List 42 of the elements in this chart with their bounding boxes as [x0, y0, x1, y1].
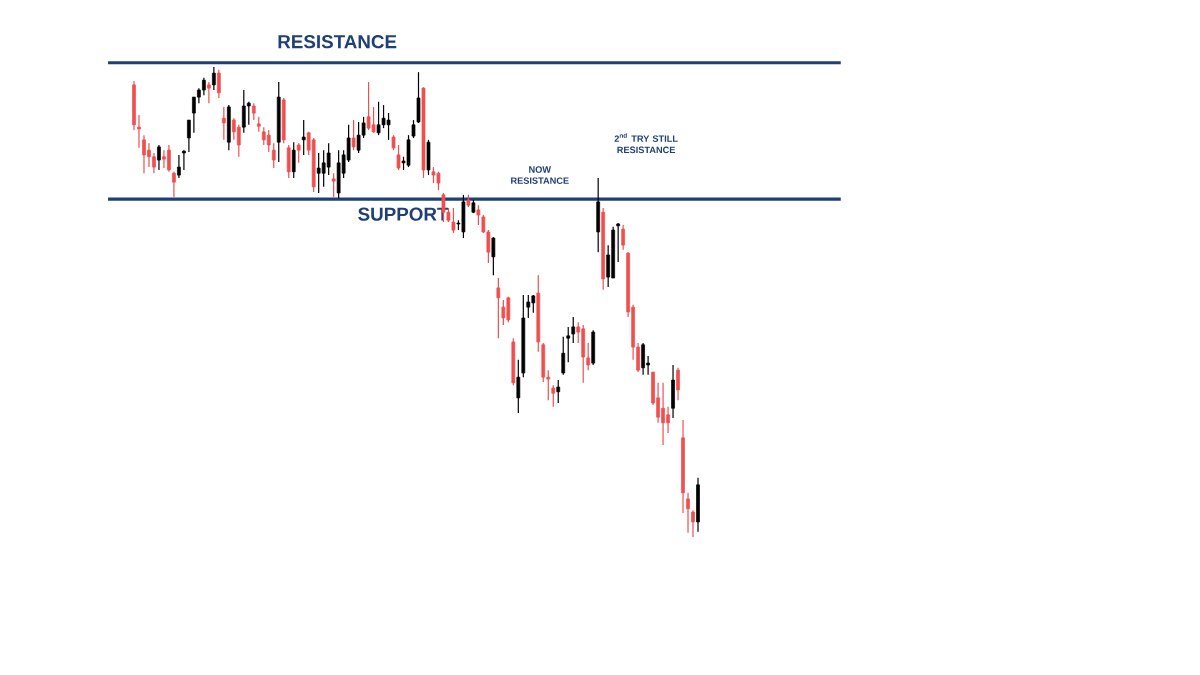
annotation: NOW RESISTANCE: [511, 166, 569, 184]
candlestick: [222, 106, 226, 141]
candlestick: [331, 172, 336, 198]
candlestick: [266, 129, 271, 153]
candlestick: [207, 81, 211, 104]
candlestick: [396, 144, 401, 171]
candlestick: [501, 299, 506, 326]
candlestick: [616, 222, 620, 263]
candlestick: [271, 142, 276, 169]
candlestick: [286, 144, 291, 179]
candlestick: [496, 277, 501, 339]
candlestick: [137, 114, 141, 149]
candlestick: [621, 224, 625, 251]
candlestick: [246, 101, 251, 126]
annotation: 2$^{nd}$ TRY STILL RESISTANCE: [614, 133, 678, 154]
candlestick: [217, 69, 221, 99]
candlestick: [566, 326, 571, 363]
candlestick: [561, 336, 566, 376]
candlestick: [351, 119, 356, 151]
candlestick: [212, 66, 216, 91]
candlestick: [686, 492, 690, 534]
candlestick: [556, 379, 561, 404]
candlestick: [691, 509, 695, 538]
candlestick: [326, 142, 331, 176]
candlestick: [172, 171, 176, 198]
candlestick: [516, 359, 521, 414]
candlestick: [187, 119, 191, 153]
candlestick: [491, 236, 496, 276]
candlestick: [291, 141, 296, 179]
candlestick: [676, 367, 680, 401]
ref-line-label: RESISTANCE: [278, 35, 397, 49]
candlestick: [551, 384, 556, 408]
candlestick: [571, 316, 576, 344]
candlestick: [416, 71, 421, 124]
candlestick: [177, 154, 181, 179]
candlestick: [301, 119, 306, 156]
candlestick: [182, 149, 186, 171]
candlestick: [451, 207, 456, 234]
candlestick: [157, 144, 161, 171]
candlestick: [526, 294, 531, 319]
candlestick: [476, 204, 481, 226]
candlestick: [296, 142, 301, 164]
